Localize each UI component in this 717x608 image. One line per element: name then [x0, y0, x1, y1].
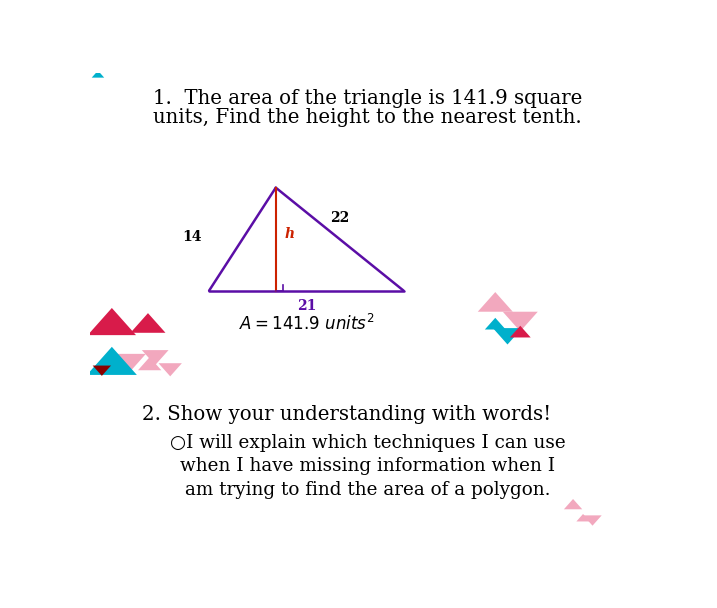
Text: units, Find the height to the nearest tenth.: units, Find the height to the nearest te… — [153, 108, 581, 127]
Polygon shape — [92, 365, 111, 376]
Text: 1.  The area of the triangle is 141.9 square: 1. The area of the triangle is 141.9 squ… — [153, 89, 582, 108]
Polygon shape — [117, 354, 146, 370]
Polygon shape — [510, 326, 531, 337]
Text: when I have missing information when I: when I have missing information when I — [180, 457, 555, 475]
Polygon shape — [576, 514, 590, 522]
Polygon shape — [503, 312, 538, 331]
Text: 2. Show your understanding with words!: 2. Show your understanding with words! — [143, 405, 551, 424]
Polygon shape — [158, 363, 182, 376]
Polygon shape — [493, 328, 522, 345]
Text: $A = 141.9\ units^2$: $A = 141.9\ units^2$ — [239, 314, 374, 334]
Polygon shape — [138, 357, 161, 370]
Text: ○I will explain which techniques I can use: ○I will explain which techniques I can u… — [170, 434, 565, 452]
Text: am trying to find the area of a polygon.: am trying to find the area of a polygon. — [185, 480, 550, 499]
Text: 21: 21 — [297, 299, 316, 313]
Polygon shape — [92, 71, 104, 78]
Polygon shape — [584, 516, 602, 526]
Polygon shape — [130, 313, 166, 333]
Polygon shape — [87, 308, 136, 335]
Text: h: h — [285, 227, 295, 241]
Polygon shape — [485, 318, 505, 330]
Text: 22: 22 — [330, 211, 349, 225]
Polygon shape — [142, 350, 168, 365]
Polygon shape — [564, 499, 582, 510]
Polygon shape — [478, 292, 513, 312]
Polygon shape — [87, 347, 137, 375]
Text: 14: 14 — [183, 230, 202, 244]
